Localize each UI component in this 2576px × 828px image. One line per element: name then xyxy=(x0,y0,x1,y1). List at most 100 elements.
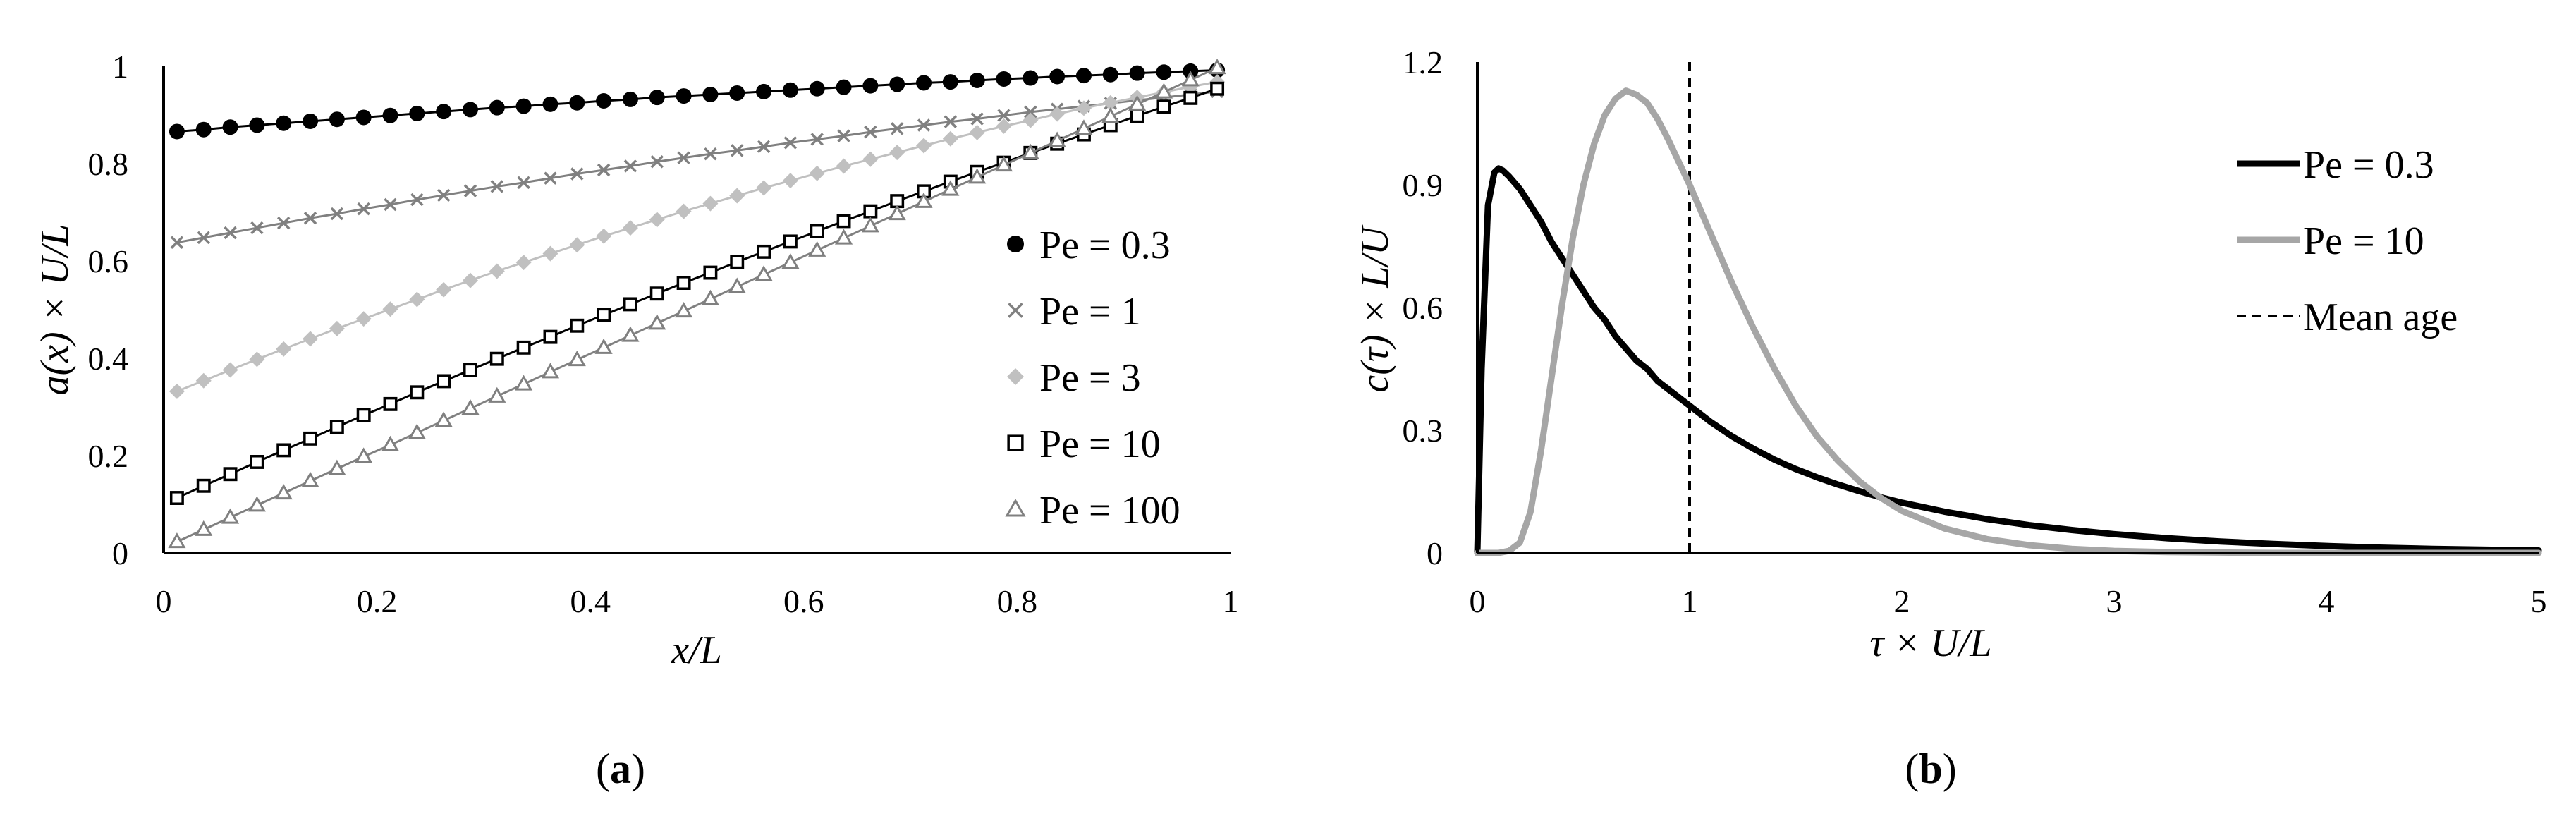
x-tick-label: 0 xyxy=(156,583,172,619)
series-line xyxy=(176,87,1218,499)
data-point xyxy=(915,192,933,208)
data-point xyxy=(224,226,237,240)
x-tick-label: 3 xyxy=(2106,583,2123,619)
data-point xyxy=(864,125,877,139)
legend-label: Pe = 3 xyxy=(1039,356,1141,400)
data-point xyxy=(516,340,531,355)
data-point xyxy=(249,117,265,133)
data-point xyxy=(222,362,238,378)
data-point xyxy=(862,151,879,167)
panel-a-tick-labels: 0 0.2 0.4 0.6 0.8 1 0 0.2 0.4 0.6 0.8 1 xyxy=(88,49,1239,619)
data-point xyxy=(517,176,530,190)
data-point xyxy=(783,136,798,150)
data-point xyxy=(890,122,904,135)
data-point xyxy=(650,155,664,169)
series-line-pe-0-3 xyxy=(1474,165,2542,556)
data-point xyxy=(675,302,693,318)
data-point xyxy=(356,408,371,422)
data-point xyxy=(729,85,745,101)
data-point xyxy=(1024,105,1037,119)
data-point xyxy=(677,151,690,164)
panel-b-chart: 0 1 2 3 4 5 0 0.3 0.6 0.9 1.2 τ × U/L c(τ) × L/U P… xyxy=(1353,44,2547,792)
y-tick-label: 0.6 xyxy=(88,243,129,279)
data-point xyxy=(276,443,291,458)
legend-label: Pe = 10 xyxy=(1039,422,1161,466)
data-point xyxy=(594,338,613,354)
data-point xyxy=(861,217,879,233)
data-point xyxy=(996,118,1012,134)
data-point xyxy=(169,491,184,505)
panel-a-series-layer xyxy=(168,59,1226,549)
legend-label: Pe = 100 xyxy=(1039,489,1180,532)
legend-item-pe-0-3: Pe = 0.3 xyxy=(1007,224,1171,267)
data-point xyxy=(623,297,637,312)
panel-a-legend: Pe = 0.3 Pe = 1 Pe = 3 Pe = 10 Pe = 100 xyxy=(1005,224,1180,532)
data-point xyxy=(249,351,265,367)
panel-b-x-axis-label: τ × U/L xyxy=(1870,621,1992,665)
data-point xyxy=(1023,70,1039,86)
data-point xyxy=(250,455,264,469)
data-point xyxy=(384,197,397,212)
data-point xyxy=(1128,95,1147,111)
data-point xyxy=(1156,64,1172,80)
data-point xyxy=(755,265,773,281)
data-point xyxy=(515,255,532,271)
data-point xyxy=(410,385,425,400)
data-point xyxy=(836,214,851,229)
legend-marker xyxy=(1007,236,1024,252)
data-point xyxy=(515,375,533,391)
data-point xyxy=(757,244,771,259)
data-point xyxy=(569,95,585,111)
data-point xyxy=(648,314,666,330)
data-point xyxy=(808,241,826,257)
panel-a-chart: 0 0.2 0.4 0.6 0.8 1 0 0.2 0.4 0.6 0.8 1 x/L a(x) × … xyxy=(33,49,1239,792)
data-point xyxy=(543,329,558,344)
data-point xyxy=(436,104,452,120)
data-point xyxy=(916,75,932,91)
x-tick-label: 5 xyxy=(2531,583,2547,619)
y-tick-label: 0 xyxy=(1427,535,1443,571)
data-point xyxy=(756,83,772,99)
data-point xyxy=(917,118,931,132)
data-point xyxy=(223,467,238,482)
data-point xyxy=(196,478,211,493)
panel-b-series-layer xyxy=(1474,62,2542,556)
x-tick-label: 0.6 xyxy=(783,583,824,619)
data-point xyxy=(970,112,984,126)
panel-b-caption: (b) xyxy=(1905,745,1956,792)
data-point xyxy=(542,96,558,112)
data-point xyxy=(702,195,719,212)
legend-marker xyxy=(1007,434,1024,451)
data-point xyxy=(434,411,453,427)
x-tick-label: 1 xyxy=(1223,583,1239,619)
data-point xyxy=(596,92,612,109)
x-tick-label: 4 xyxy=(2319,583,2335,619)
data-point xyxy=(410,193,424,207)
data-point xyxy=(461,399,480,415)
legend-marker-triangle xyxy=(1005,498,1026,517)
data-point xyxy=(463,363,477,377)
data-point xyxy=(383,396,398,411)
data-point xyxy=(303,431,317,446)
data-point xyxy=(490,180,504,193)
legend-label: Pe = 0.3 xyxy=(1039,224,1171,267)
data-point xyxy=(1023,112,1039,128)
y-tick-label: 0.8 xyxy=(88,146,129,182)
data-point xyxy=(541,363,560,379)
data-point xyxy=(676,203,692,219)
data-point xyxy=(622,220,638,236)
data-point xyxy=(837,129,850,142)
series-line xyxy=(176,69,1218,133)
legend-item-pe-1: Pe = 1 xyxy=(1008,290,1141,334)
data-point xyxy=(676,276,691,291)
data-point xyxy=(676,88,692,104)
data-point xyxy=(809,165,825,181)
data-point xyxy=(195,372,212,389)
data-point xyxy=(409,105,425,121)
data-point xyxy=(596,228,612,244)
data-point xyxy=(1181,71,1200,87)
data-point xyxy=(355,311,372,327)
data-point xyxy=(997,109,1011,122)
data-point xyxy=(382,107,398,123)
